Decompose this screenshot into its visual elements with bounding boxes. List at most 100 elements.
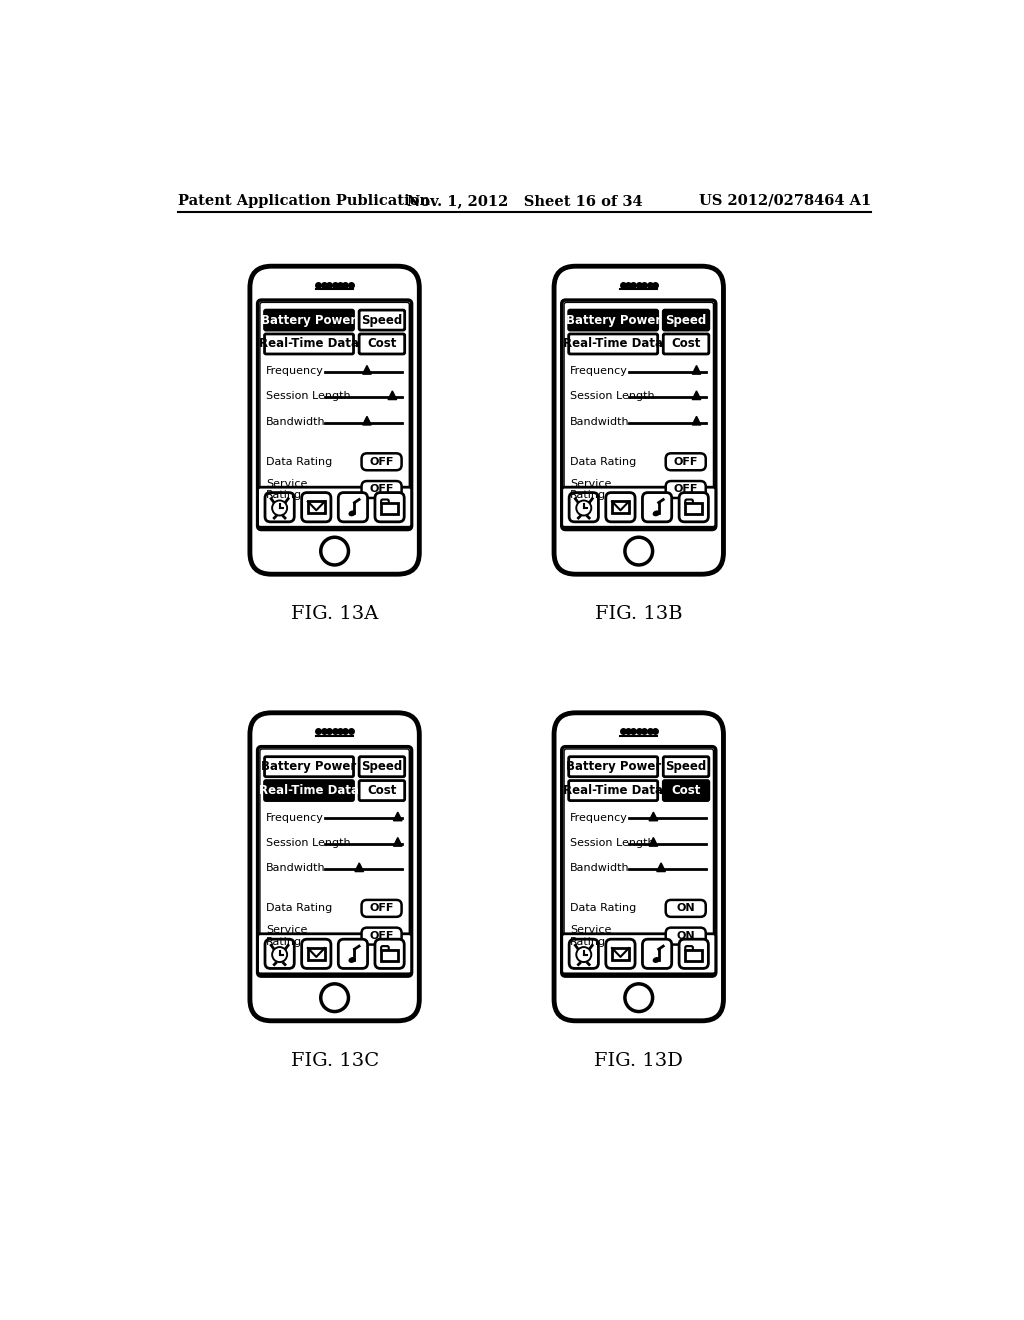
FancyBboxPatch shape [562, 747, 716, 977]
FancyBboxPatch shape [642, 492, 672, 521]
Polygon shape [393, 837, 402, 846]
Text: Frequency: Frequency [266, 366, 324, 376]
FancyBboxPatch shape [258, 487, 412, 527]
Bar [308, 948, 325, 960]
Circle shape [273, 502, 286, 515]
Text: Data Rating: Data Rating [570, 457, 637, 467]
Text: Nov. 1, 2012   Sheet 16 of 34: Nov. 1, 2012 Sheet 16 of 34 [407, 194, 643, 207]
FancyBboxPatch shape [685, 946, 693, 950]
Text: Real-Time Data: Real-Time Data [563, 784, 664, 797]
Text: Session Length: Session Length [266, 391, 350, 401]
FancyBboxPatch shape [568, 334, 657, 354]
Text: Real-Time Data: Real-Time Data [259, 784, 359, 797]
Text: Data Rating: Data Rating [266, 903, 333, 913]
FancyBboxPatch shape [359, 310, 404, 330]
Text: OFF: OFF [674, 457, 698, 467]
Circle shape [625, 983, 652, 1011]
Text: Battery Power: Battery Power [261, 760, 356, 774]
Bar [381, 950, 398, 961]
Circle shape [271, 499, 288, 516]
FancyBboxPatch shape [264, 334, 353, 354]
Polygon shape [393, 812, 402, 821]
Text: Cost: Cost [672, 784, 700, 797]
Polygon shape [692, 391, 700, 400]
FancyBboxPatch shape [664, 756, 709, 776]
Text: Speed: Speed [361, 314, 402, 326]
Text: Service
Rating: Service Rating [570, 925, 611, 946]
Text: Service
Rating: Service Rating [570, 479, 611, 500]
FancyBboxPatch shape [664, 334, 709, 354]
FancyBboxPatch shape [568, 310, 657, 330]
Text: FIG. 13A: FIG. 13A [291, 605, 378, 623]
Ellipse shape [349, 511, 355, 516]
FancyBboxPatch shape [250, 267, 419, 574]
Text: FIG. 13D: FIG. 13D [594, 1052, 683, 1069]
FancyBboxPatch shape [258, 300, 412, 529]
Polygon shape [656, 863, 666, 871]
FancyBboxPatch shape [666, 480, 706, 498]
FancyBboxPatch shape [564, 302, 714, 527]
FancyBboxPatch shape [679, 492, 709, 521]
Bar [381, 503, 398, 515]
FancyBboxPatch shape [302, 492, 331, 521]
FancyBboxPatch shape [361, 480, 401, 498]
Ellipse shape [653, 511, 659, 516]
Circle shape [575, 946, 592, 964]
Text: Battery Power: Battery Power [565, 760, 660, 774]
Bar [685, 950, 702, 961]
FancyBboxPatch shape [264, 756, 353, 776]
Text: Speed: Speed [361, 760, 402, 774]
FancyBboxPatch shape [338, 940, 368, 969]
Text: Speed: Speed [666, 760, 707, 774]
Text: FIG. 13C: FIG. 13C [291, 1052, 379, 1069]
FancyBboxPatch shape [361, 453, 401, 470]
Text: Bandwidth: Bandwidth [570, 417, 630, 426]
Text: Battery Power: Battery Power [565, 314, 660, 326]
Circle shape [625, 537, 652, 565]
FancyBboxPatch shape [569, 940, 598, 969]
Text: ON: ON [677, 931, 695, 941]
FancyBboxPatch shape [250, 713, 419, 1020]
FancyBboxPatch shape [568, 780, 657, 800]
Polygon shape [362, 416, 372, 425]
Text: Cost: Cost [672, 338, 700, 351]
Text: OFF: OFF [674, 484, 698, 495]
Text: OFF: OFF [370, 457, 394, 467]
FancyBboxPatch shape [554, 267, 724, 574]
Ellipse shape [349, 958, 355, 962]
Text: Bandwidth: Bandwidth [266, 417, 326, 426]
FancyBboxPatch shape [361, 928, 401, 945]
Text: Frequency: Frequency [570, 366, 628, 376]
FancyBboxPatch shape [569, 492, 598, 521]
Text: Cost: Cost [368, 338, 396, 351]
Circle shape [271, 946, 288, 964]
FancyBboxPatch shape [381, 499, 389, 504]
Text: Data Rating: Data Rating [266, 457, 333, 467]
FancyBboxPatch shape [568, 756, 657, 776]
FancyBboxPatch shape [375, 940, 404, 969]
FancyBboxPatch shape [264, 310, 353, 330]
Circle shape [575, 499, 592, 516]
Text: OFF: OFF [370, 931, 394, 941]
FancyBboxPatch shape [265, 940, 294, 969]
Bar [612, 502, 629, 513]
Circle shape [321, 983, 348, 1011]
Text: Battery Power: Battery Power [261, 314, 356, 326]
Text: Cost: Cost [368, 784, 396, 797]
Bar [308, 502, 325, 513]
FancyBboxPatch shape [554, 713, 724, 1020]
Text: FIG. 13B: FIG. 13B [595, 605, 683, 623]
Text: OFF: OFF [370, 484, 394, 495]
Text: Real-Time Data: Real-Time Data [259, 338, 359, 351]
FancyBboxPatch shape [260, 748, 410, 974]
Text: Real-Time Data: Real-Time Data [563, 338, 664, 351]
Text: Service
Rating: Service Rating [266, 479, 307, 500]
FancyBboxPatch shape [264, 780, 353, 800]
FancyBboxPatch shape [664, 310, 709, 330]
Circle shape [578, 502, 590, 515]
Circle shape [273, 948, 286, 961]
Polygon shape [692, 416, 700, 425]
Polygon shape [355, 863, 364, 871]
Text: ON: ON [677, 903, 695, 913]
FancyBboxPatch shape [359, 756, 404, 776]
